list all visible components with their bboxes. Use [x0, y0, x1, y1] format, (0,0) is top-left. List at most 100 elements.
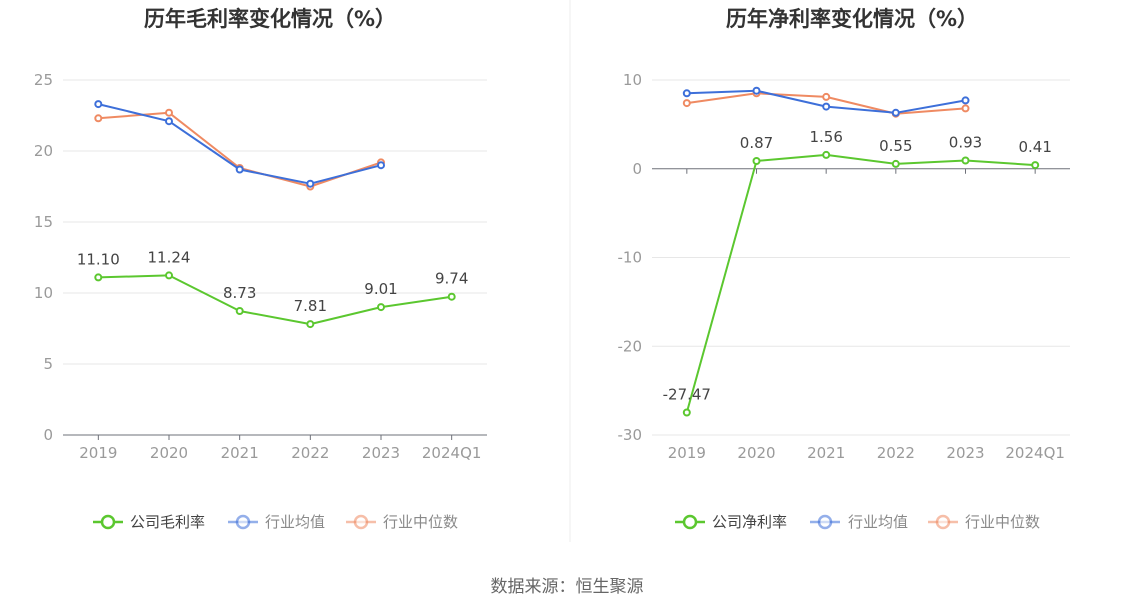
data-point[interactable] — [447, 292, 456, 301]
x-tick-label: 2021 — [221, 444, 259, 462]
data-point[interactable] — [891, 159, 900, 168]
series-line — [98, 274, 452, 326]
data-point[interactable] — [752, 157, 761, 165]
legend-item-industry-median[interactable]: 行业中位数 — [928, 513, 1040, 531]
data-point[interactable] — [94, 114, 103, 123]
x-tick-label: 2024Q1 — [1005, 444, 1065, 462]
data-label: 8.73 — [223, 284, 256, 302]
series-line — [685, 153, 1036, 413]
data-label: 7.81 — [294, 297, 327, 315]
data-point[interactable] — [377, 161, 385, 170]
data-point[interactable] — [822, 102, 831, 111]
data-label: 0.55 — [879, 137, 912, 155]
y-tick-label: 0 — [632, 160, 642, 178]
data-point[interactable] — [961, 96, 970, 105]
data-label: 0.41 — [1018, 138, 1051, 156]
y-tick-label: -10 — [618, 249, 643, 267]
y-tick-label: 10 — [623, 71, 642, 89]
data-point[interactable] — [235, 307, 244, 315]
data-point[interactable] — [682, 408, 691, 417]
y-tick-label: 0 — [43, 426, 53, 444]
data-point[interactable] — [822, 150, 831, 159]
legend-item-industry-median[interactable]: 行业中位数 — [346, 513, 458, 531]
data-label: 9.01 — [364, 280, 397, 298]
legend: 公司毛利率 行业均值 行业中位数 — [93, 513, 458, 531]
data-point[interactable] — [306, 179, 315, 188]
industry-median-series — [94, 108, 385, 191]
data-label: 1.56 — [809, 128, 842, 146]
y-axis: 0 5 10 15 20 25 — [34, 71, 53, 444]
x-axis: 2019 2020 2021 2022 2023 2024Q1 — [652, 168, 1070, 462]
legend-item-company-gross-margin[interactable]: 公司毛利率 — [93, 513, 205, 531]
data-label: -27.47 — [663, 386, 711, 404]
y-tick-label: 10 — [34, 284, 53, 302]
y-tick-label: 20 — [34, 142, 53, 160]
y-tick-label: -20 — [618, 337, 643, 355]
industry-average-series — [94, 100, 385, 188]
net-margin-chart: 历年净利率变化情况（%） -30 -20 -10 0 10 2019 2020 2021 202… — [618, 7, 1070, 531]
data-label: 9.74 — [435, 270, 468, 288]
data-point[interactable] — [94, 273, 103, 282]
x-tick-label: 2020 — [737, 444, 775, 462]
y-tick-label: 5 — [43, 355, 53, 373]
data-label: 11.10 — [77, 250, 120, 268]
data-point[interactable] — [235, 165, 244, 174]
x-tick-label: 2019 — [79, 444, 117, 462]
data-point[interactable] — [377, 303, 385, 312]
gridlines — [652, 79, 1070, 436]
y-tick-label: 15 — [34, 213, 53, 231]
data-point[interactable] — [822, 92, 831, 101]
data-point[interactable] — [165, 271, 173, 280]
y-tick-label: 25 — [34, 71, 53, 89]
x-tick-label: 2023 — [362, 444, 400, 462]
x-tick-label: 2024Q1 — [422, 444, 482, 462]
data-point[interactable] — [165, 108, 173, 117]
data-point[interactable] — [961, 104, 970, 113]
data-source-note: 数据来源：恒生聚源 — [491, 577, 644, 597]
x-tick-label: 2023 — [946, 444, 984, 462]
legend-item-company-net-margin[interactable]: 公司净利率 — [675, 513, 787, 531]
circle-marker-icon — [353, 514, 369, 530]
x-axis: 2019 2020 2021 2022 2023 2024Q1 — [63, 434, 487, 462]
data-label: 0.93 — [949, 134, 982, 152]
x-tick-label: 2022 — [291, 444, 329, 462]
circle-marker-icon — [100, 514, 116, 530]
chart-title: 历年净利率变化情况（%） — [726, 7, 978, 31]
x-tick-label: 2020 — [150, 444, 188, 462]
legend-label: 行业中位数 — [383, 513, 458, 531]
company-rate-series: 11.10 11.24 8.73 7.81 9.01 9.74 — [77, 248, 468, 329]
data-point[interactable] — [306, 320, 315, 329]
x-tick-label: 2019 — [668, 444, 706, 462]
legend-item-industry-average[interactable]: 行业均值 — [228, 513, 325, 531]
legend-label: 行业均值 — [848, 513, 908, 531]
circle-marker-icon — [935, 514, 951, 530]
company-rate-series: -27.47 0.87 1.56 0.55 0.93 0.41 — [663, 128, 1052, 417]
data-point[interactable] — [891, 108, 900, 117]
legend-label: 行业均值 — [265, 513, 325, 531]
x-tick-label: 2022 — [877, 444, 915, 462]
industry-average-series — [682, 86, 970, 117]
data-point[interactable] — [682, 99, 691, 108]
legend-label: 公司净利率 — [712, 513, 787, 531]
x-tick-label: 2021 — [807, 444, 845, 462]
circle-marker-icon — [682, 514, 698, 530]
data-point[interactable] — [682, 89, 691, 98]
legend-item-industry-average[interactable]: 行业均值 — [810, 513, 908, 531]
chart-title: 历年毛利率变化情况（%） — [144, 7, 396, 31]
gridlines — [63, 79, 487, 365]
data-label: 11.24 — [148, 248, 191, 266]
legend: 公司净利率 行业均值 行业中位数 — [675, 513, 1040, 531]
y-axis: -30 -20 -10 0 10 — [618, 71, 643, 444]
data-point[interactable] — [961, 156, 970, 165]
data-point[interactable] — [165, 117, 173, 126]
data-point[interactable] — [94, 100, 103, 109]
data-point[interactable] — [752, 86, 761, 95]
data-point[interactable] — [1031, 161, 1040, 170]
circle-marker-icon — [235, 514, 251, 530]
legend-label: 公司毛利率 — [130, 513, 205, 531]
y-tick-label: -30 — [618, 426, 643, 444]
circle-marker-icon — [817, 514, 833, 530]
